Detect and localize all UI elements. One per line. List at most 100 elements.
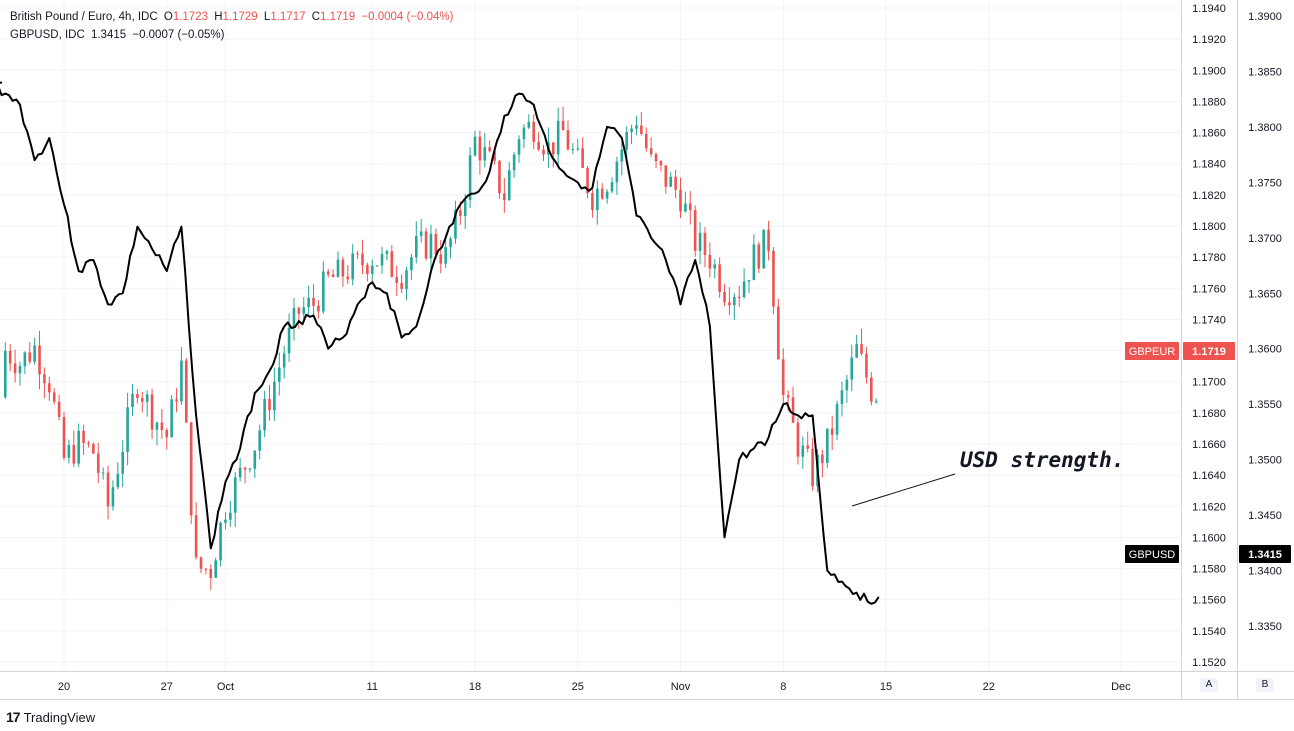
- candle-body: [292, 307, 296, 328]
- candle-body: [361, 253, 364, 266]
- candle-body: [434, 233, 438, 255]
- candle-body: [18, 366, 22, 374]
- candle-body: [38, 345, 41, 375]
- candle-body: [287, 327, 291, 354]
- candle-body: [400, 282, 403, 289]
- gbpusd-price-tag: GBPUSD 1.3415: [1125, 545, 1291, 563]
- candle-body: [620, 149, 624, 162]
- candle-body: [747, 280, 751, 282]
- candle-body: [204, 568, 208, 570]
- legend-l-label: L: [263, 11, 271, 23]
- candle-body: [610, 182, 614, 192]
- candle-body: [82, 430, 85, 444]
- legend-o-value: 1.1723: [172, 11, 208, 23]
- candle-body: [708, 254, 712, 269]
- candle-body: [463, 199, 467, 217]
- candle-body: [693, 210, 697, 251]
- candle-body: [209, 568, 213, 578]
- candle-body: [688, 203, 692, 211]
- candle-body: [72, 445, 76, 464]
- candle-body: [233, 477, 237, 513]
- candle-body: [277, 367, 281, 382]
- candle-body: [752, 244, 756, 281]
- candle-body: [8, 350, 12, 364]
- annotation-usd-strength: USD strength.: [960, 448, 1125, 472]
- y-axis-a-tick-label: 1.1700: [1192, 377, 1226, 389]
- candle-body: [600, 188, 604, 199]
- candle-body: [468, 155, 472, 200]
- gbpeur-price-tag: GBPEUR 1.1719: [1125, 342, 1235, 360]
- y-axis-a-tick-label: 1.1820: [1192, 190, 1226, 202]
- candle-body: [52, 392, 56, 402]
- candle-body: [483, 147, 487, 161]
- legend-o-label: O: [163, 11, 173, 23]
- candle-body: [33, 345, 36, 362]
- candle-body: [454, 210, 457, 239]
- y-axis-a-tick-label: 1.1660: [1192, 439, 1226, 451]
- candle-body: [737, 296, 741, 298]
- gbpusd-tag-value: 1.3415: [1248, 549, 1282, 561]
- legend-gbpusd[interactable]: GBPUSD, IDC 1.3415 −0.0007 (−0.05%): [10, 27, 227, 43]
- candle-body: [786, 395, 790, 398]
- candle-body: [370, 265, 374, 274]
- candle-body: [57, 401, 61, 417]
- axis-b-button[interactable]: B: [1256, 678, 1274, 692]
- candle-body: [845, 379, 849, 391]
- x-axis-tick-label: Dec: [1111, 681, 1131, 693]
- candle-body: [777, 306, 780, 360]
- candle-body: [664, 165, 668, 187]
- x-axis-tick-label: Oct: [217, 681, 234, 693]
- y-axis-a-tick-label: 1.1840: [1192, 159, 1226, 171]
- y-axis-b-tick-label: 1.3850: [1248, 66, 1282, 78]
- candle-body: [405, 270, 408, 289]
- candle-body: [346, 276, 350, 280]
- candle-body: [850, 357, 854, 380]
- tradingview-brand: TradingView: [23, 709, 96, 725]
- candle-body: [478, 136, 482, 161]
- y-axis-b-tick-label: 1.3750: [1248, 177, 1282, 189]
- y-axis-a-tick-label: 1.1560: [1192, 595, 1226, 607]
- candle-body: [615, 161, 619, 183]
- y-axis-a-tick-label: 1.1860: [1192, 128, 1226, 140]
- y-axis-b-tick-label: 1.3600: [1248, 344, 1282, 356]
- candle-body: [414, 236, 418, 258]
- candle-body: [410, 257, 413, 271]
- y-axis-b-tick-label: 1.3650: [1248, 288, 1282, 300]
- candle-body: [630, 128, 633, 132]
- candle-body: [43, 374, 46, 384]
- axis-a-button[interactable]: A: [1200, 678, 1218, 692]
- y-axis-a-tick-label: 1.1620: [1192, 501, 1226, 513]
- candle-body: [659, 161, 663, 166]
- x-axis-tick-label: 27: [161, 681, 173, 693]
- legend-series1-name: British Pound / Euro, 4h, IDC: [10, 11, 158, 23]
- candle-body: [542, 149, 545, 155]
- candle-body: [326, 271, 330, 275]
- candle-body: [3, 350, 7, 398]
- candle-body: [170, 399, 173, 438]
- candle-body: [268, 398, 271, 411]
- candle-body: [331, 274, 335, 277]
- annotation-arrow: [851, 473, 956, 507]
- candle-body: [375, 265, 379, 267]
- candle-body: [713, 264, 717, 269]
- legend-gbpeur[interactable]: British Pound / Euro, 4h, IDC O1.1723 H1…: [10, 9, 456, 25]
- legend-c-label: C: [311, 11, 321, 23]
- candle-body: [825, 428, 829, 463]
- candle-body: [860, 344, 863, 354]
- candle-body: [654, 154, 658, 162]
- candle-body: [136, 394, 139, 399]
- candle-body: [297, 307, 301, 314]
- y-axis-b-tick-label: 1.3450: [1248, 510, 1282, 522]
- candle-body: [459, 210, 462, 217]
- candle-body: [551, 142, 555, 155]
- x-axis-ticks: 20 27 Oct 11 18 25 Nov 8 15 22 Dec: [58, 681, 1131, 693]
- candle-body: [576, 148, 580, 150]
- candle-body: [253, 450, 257, 469]
- tradingview-footer[interactable]: 17 TradingView: [6, 709, 95, 725]
- candle-body: [140, 398, 144, 402]
- candle-body: [258, 430, 262, 451]
- candle-body: [806, 445, 810, 449]
- y-axis-a-tick-label: 1.1760: [1192, 283, 1226, 295]
- candle-body: [698, 232, 702, 251]
